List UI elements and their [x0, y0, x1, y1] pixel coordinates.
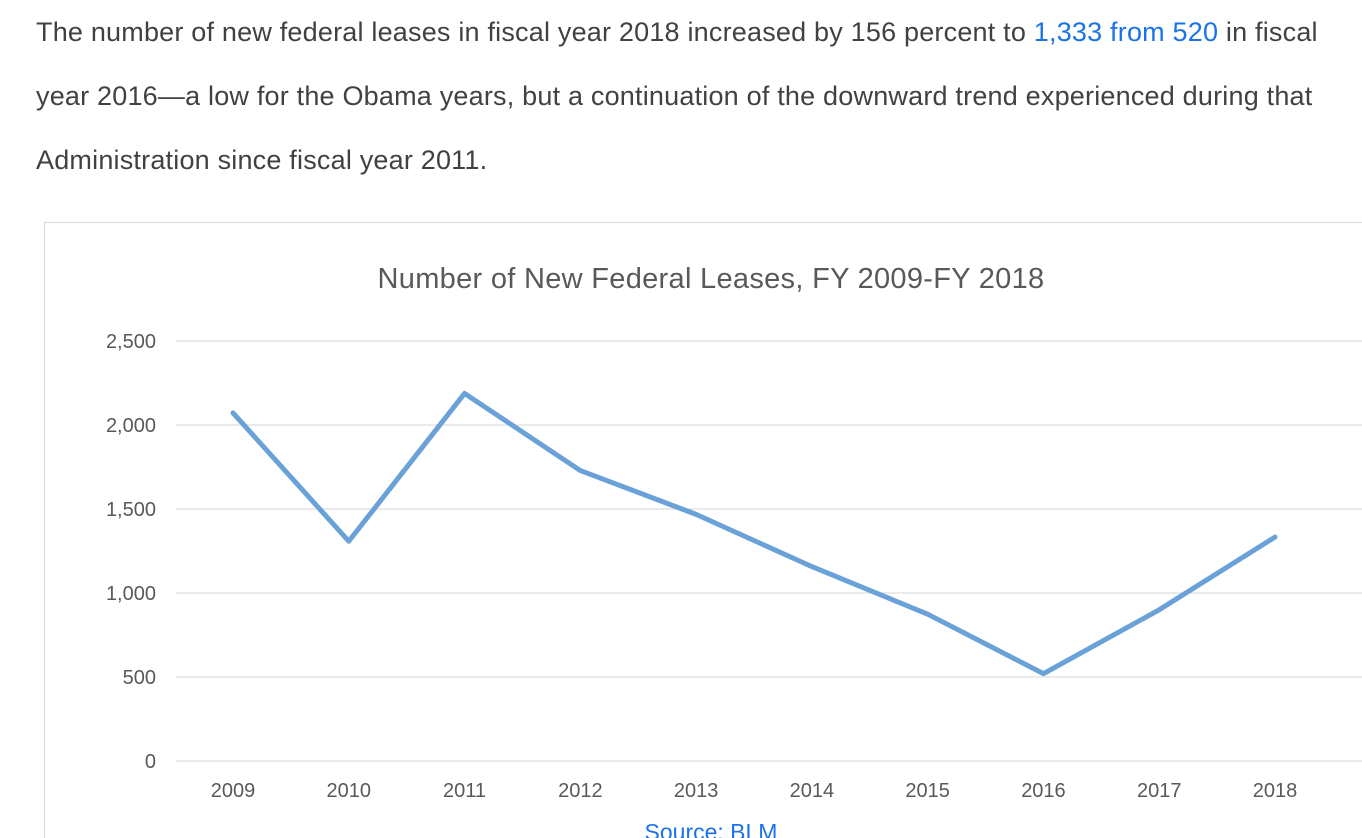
- x-tick-label: 2009: [211, 780, 256, 802]
- chart-panel: Number of New Federal Leases, FY 2009-FY…: [44, 222, 1362, 838]
- lease-figures-link[interactable]: 1,333 from 520: [1033, 17, 1219, 47]
- y-tick-label: 1,500: [106, 499, 156, 521]
- source-row: Source: BLM: [45, 819, 1362, 838]
- chart-title: Number of New Federal Leases, FY 2009-FY…: [377, 263, 1045, 295]
- x-tick-label: 2013: [674, 780, 719, 802]
- x-tick-label: 2016: [1021, 780, 1066, 802]
- x-tick-label: 2014: [790, 780, 835, 802]
- leases-line-series: [230, 390, 1278, 677]
- x-tick-label: 2015: [905, 780, 950, 802]
- y-tick-label: 2,500: [106, 331, 156, 353]
- source-link[interactable]: Source: BLM: [644, 819, 778, 838]
- x-tick-label: 2017: [1137, 780, 1182, 802]
- y-tick-label: 0: [145, 751, 156, 773]
- intro-text-after-link: in fiscal year 2016—a low for the Obama …: [36, 17, 1318, 175]
- intro-paragraph: The number of new federal leases in fisc…: [36, 0, 1334, 192]
- x-tick-label: 2018: [1253, 780, 1298, 802]
- intro-text-before-link: The number of new federal leases in fisc…: [36, 17, 1034, 47]
- y-tick-label: 2,000: [106, 415, 156, 437]
- x-tick-label: 2010: [327, 780, 372, 802]
- leases-line-chart: 0 500 1,000 1,500 2,000 2,500 2009 2010 2011 2012…: [106, 331, 1362, 802]
- y-tick-label: 1,000: [106, 583, 156, 605]
- x-tick-label: 2011: [443, 780, 486, 802]
- y-tick-label: 500: [123, 667, 156, 689]
- x-tick-label: 2012: [558, 780, 603, 802]
